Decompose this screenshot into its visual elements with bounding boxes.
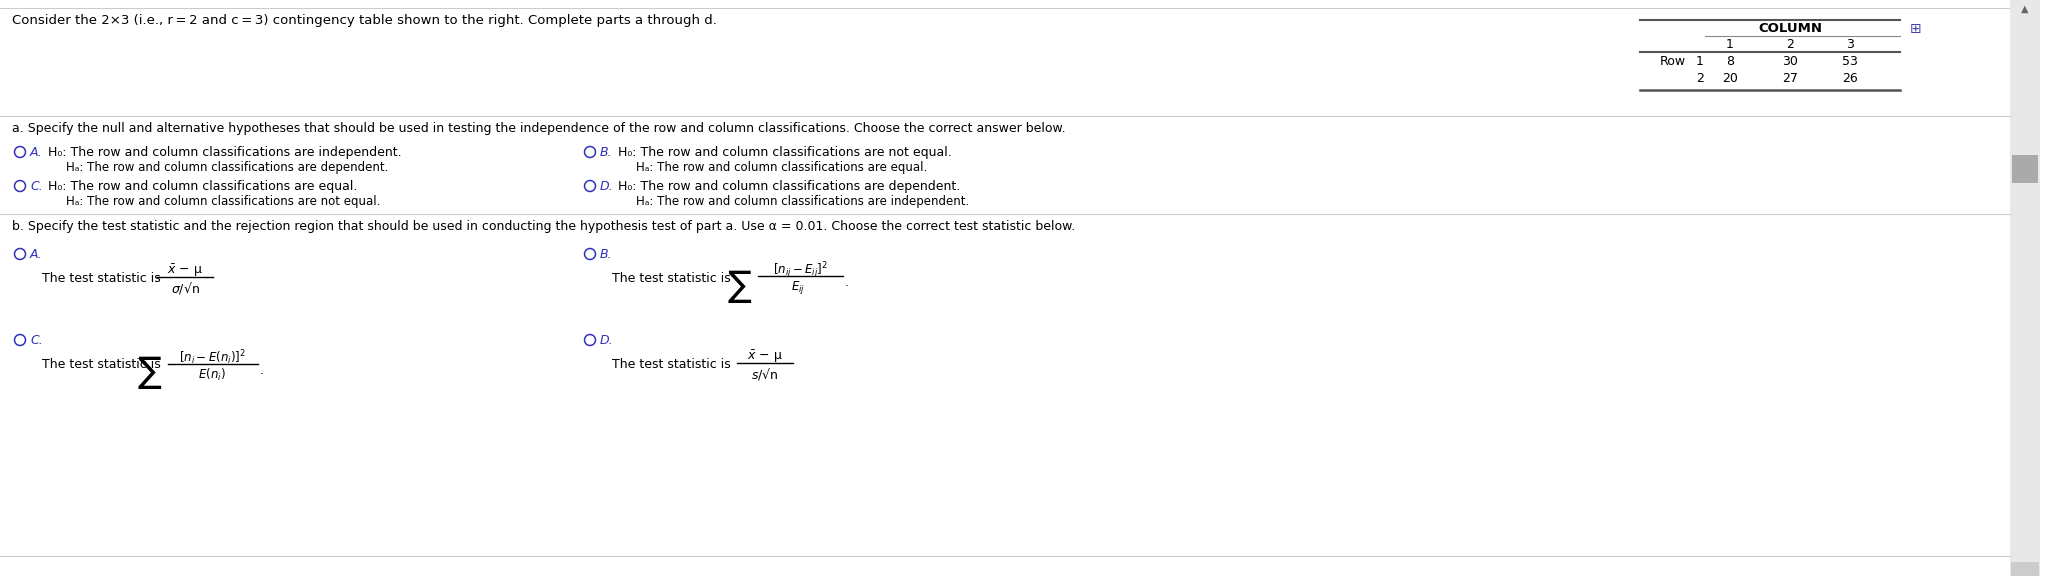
Text: 3: 3 [1845,38,1854,51]
Text: The test statistic is: The test statistic is [612,272,730,285]
Text: 2: 2 [1696,72,1704,85]
Text: B.: B. [599,248,612,261]
Text: 26: 26 [1841,72,1858,85]
Text: A.: A. [31,146,43,159]
Text: $\sigma$/√n: $\sigma$/√n [170,280,201,296]
Text: A.: A. [31,248,43,261]
Text: D.: D. [599,334,614,347]
Text: H₀: The row and column classifications are equal.: H₀: The row and column classifications a… [47,180,358,193]
Text: b. Specify the test statistic and the rejection region that should be used in co: b. Specify the test statistic and the re… [12,220,1076,233]
Text: .: . [260,364,264,377]
Bar [2009,0,2040,576]
Text: $\sum$: $\sum$ [137,354,162,391]
Text: $\sum$: $\sum$ [728,268,753,305]
Bar [2011,155,2038,183]
Text: H₀: The row and column classifications are not equal.: H₀: The row and column classifications a… [618,146,951,159]
Text: H₀: The row and column classifications are dependent.: H₀: The row and column classifications a… [618,180,960,193]
Bar [2011,562,2040,576]
Text: 1: 1 [1727,38,1733,51]
Text: a. Specify the null and alternative hypotheses that should be used in testing th: a. Specify the null and alternative hypo… [12,122,1066,135]
Text: Hₐ: The row and column classifications are equal.: Hₐ: The row and column classifications a… [636,161,927,174]
Text: $\bar{x}$ − μ: $\bar{x}$ − μ [747,348,784,365]
Text: $s$/√n: $s$/√n [751,366,780,382]
Text: .: . [845,276,849,289]
Text: The test statistic is: The test statistic is [612,358,730,371]
Text: ⊞: ⊞ [1911,22,1921,36]
Text: Hₐ: The row and column classifications are not equal.: Hₐ: The row and column classifications a… [65,195,381,208]
Text: Consider the 2×3 (i.e., r = 2 and c = 3) contingency table shown to the right. C: Consider the 2×3 (i.e., r = 2 and c = 3)… [12,14,716,27]
Text: Hₐ: The row and column classifications are independent.: Hₐ: The row and column classifications a… [636,195,970,208]
Text: $\bar{x}$ − μ: $\bar{x}$ − μ [168,262,203,279]
Text: $E_{ij}$: $E_{ij}$ [792,279,804,296]
Text: C.: C. [31,180,43,193]
Text: $[n_i - E(n_i)]^2$: $[n_i - E(n_i)]^2$ [178,348,246,367]
Text: $[n_{ij} - E_{ij}]^2$: $[n_{ij} - E_{ij}]^2$ [773,260,827,281]
Text: D.: D. [599,180,614,193]
Text: 2: 2 [1786,38,1794,51]
Text: 20: 20 [1723,72,1737,85]
Text: Hₐ: The row and column classifications are dependent.: Hₐ: The row and column classifications a… [65,161,389,174]
Text: B.: B. [599,146,612,159]
Text: 53: 53 [1841,55,1858,68]
Text: $E(n_i)$: $E(n_i)$ [198,367,225,383]
Text: H₀: The row and column classifications are independent.: H₀: The row and column classifications a… [47,146,401,159]
Text: 8: 8 [1727,55,1735,68]
Text: The test statistic is: The test statistic is [43,272,162,285]
Text: 1: 1 [1696,55,1704,68]
Text: Row: Row [1659,55,1686,68]
Text: 30: 30 [1782,55,1798,68]
Text: 27: 27 [1782,72,1798,85]
Text: C.: C. [31,334,43,347]
Text: The test statistic is: The test statistic is [43,358,162,371]
Text: COLUMN: COLUMN [1758,22,1823,35]
Text: ▲: ▲ [2021,4,2030,14]
